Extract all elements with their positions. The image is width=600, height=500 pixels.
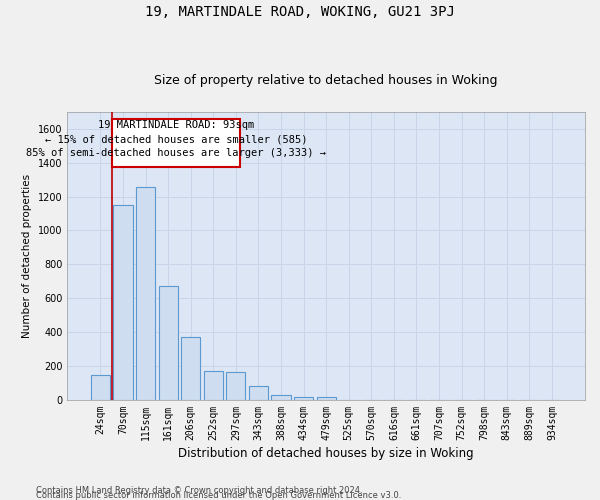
Text: Contains public sector information licensed under the Open Government Licence v3: Contains public sector information licen…	[36, 491, 401, 500]
Text: 19, MARTINDALE ROAD, WOKING, GU21 3PJ: 19, MARTINDALE ROAD, WOKING, GU21 3PJ	[145, 5, 455, 19]
Bar	[181, 337, 200, 400]
Bar	[226, 372, 245, 400]
Y-axis label: Number of detached properties: Number of detached properties	[22, 174, 32, 338]
FancyBboxPatch shape	[112, 118, 241, 167]
Bar	[158, 286, 178, 400]
Bar	[136, 187, 155, 400]
Bar	[317, 396, 336, 400]
Title: Size of property relative to detached houses in Woking: Size of property relative to detached ho…	[154, 74, 498, 87]
Text: 19 MARTINDALE ROAD: 93sqm
← 15% of detached houses are smaller (585)
85% of semi: 19 MARTINDALE ROAD: 93sqm ← 15% of detac…	[26, 120, 326, 158]
Bar	[249, 386, 268, 400]
Bar	[91, 374, 110, 400]
Bar	[294, 396, 313, 400]
Text: Contains HM Land Registry data © Crown copyright and database right 2024.: Contains HM Land Registry data © Crown c…	[36, 486, 362, 495]
Bar	[271, 395, 290, 400]
X-axis label: Distribution of detached houses by size in Woking: Distribution of detached houses by size …	[178, 447, 474, 460]
Bar	[113, 205, 133, 400]
Bar	[204, 371, 223, 400]
